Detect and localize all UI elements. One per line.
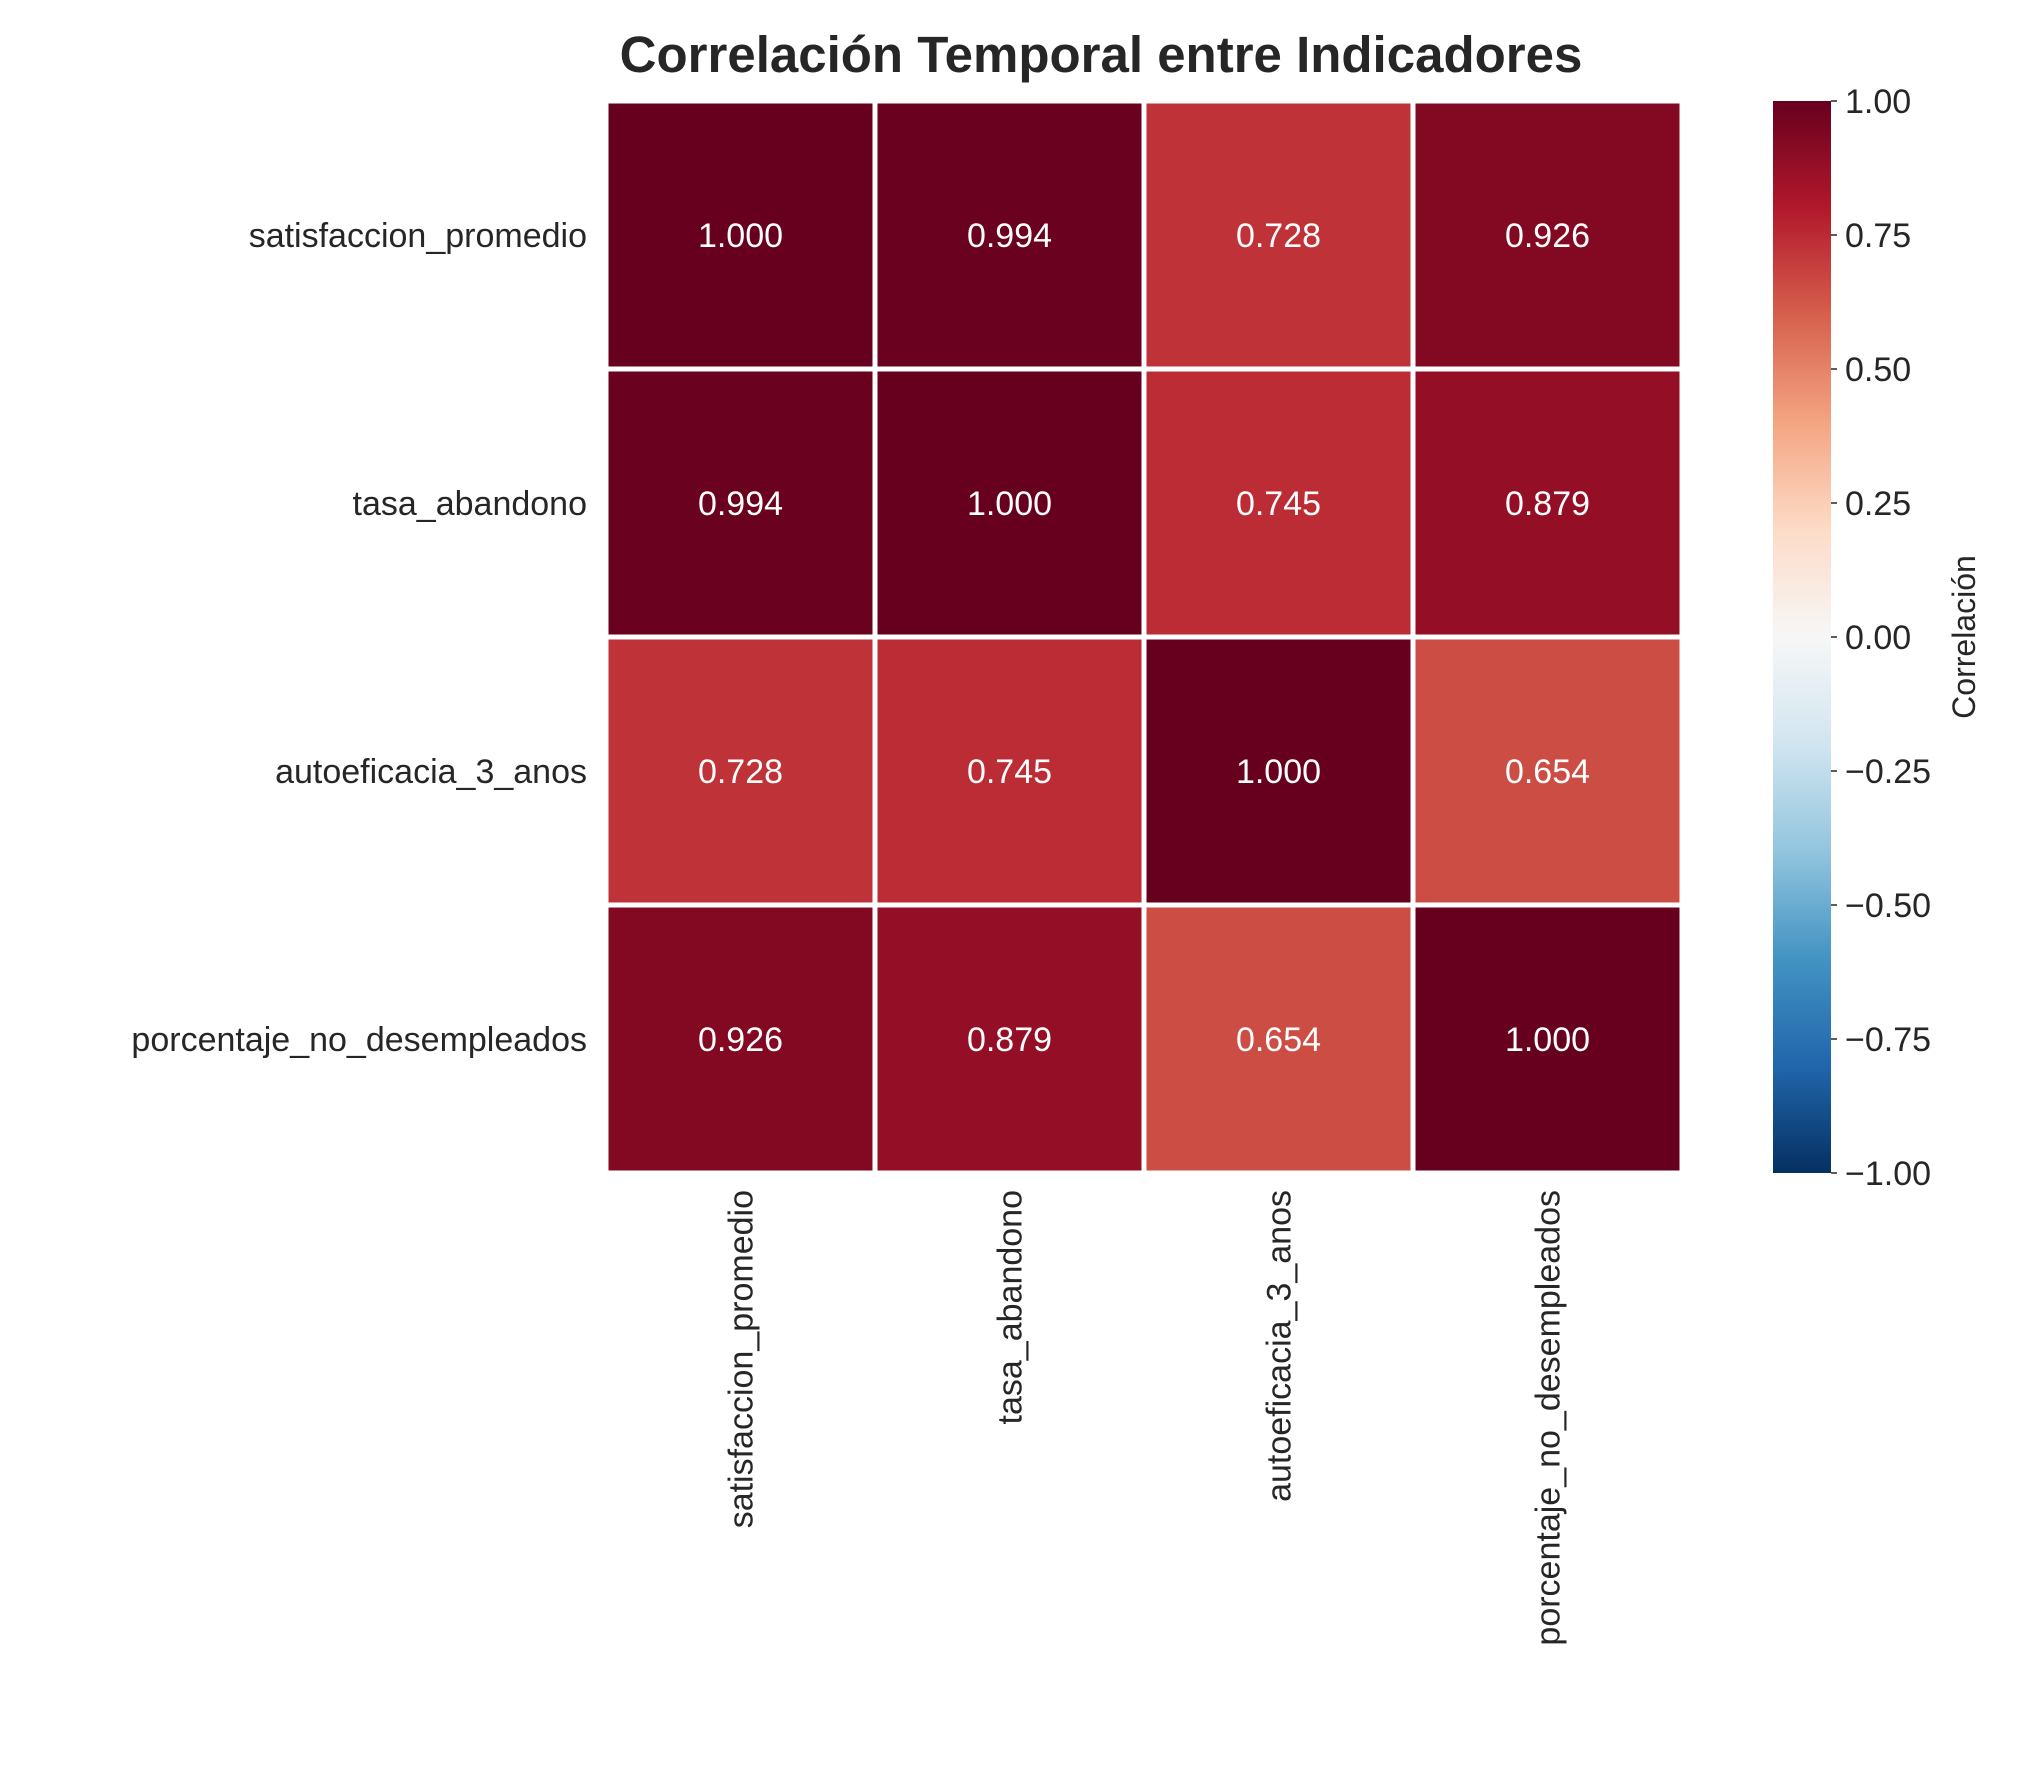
- column-label-3: porcentaje_no_desempleados: [1530, 1190, 1568, 1646]
- row-tick-labels: satisfaccion_promedio tasa_abandonoautoef…: [131, 217, 587, 1059]
- heatmap-cell-r2-c2: [1146, 639, 1411, 903]
- heatmap-cell-r0-c1: [877, 103, 1142, 367]
- heatmap-cell-r0-c3: [1415, 103, 1680, 367]
- cell-value-label-r0-c3: 0.926: [1505, 217, 1590, 255]
- colorbar-tick-label-8: −1.00: [1845, 1155, 1931, 1193]
- column-tick-labels: satisfaccion_promedio tasa_abandono autoef…: [723, 1190, 1568, 1646]
- cell-value-label-r2-c1: 0.745: [967, 753, 1052, 791]
- heatmap-cell-r2-c0: [608, 639, 873, 903]
- heatmap-cell-r1-c3: [1415, 371, 1680, 635]
- cell-value-label-r2-c3: 0.654: [1505, 753, 1590, 791]
- heatmap-cell-r0-c0: [608, 103, 873, 367]
- cell-value-label-r2-c0: 0.728: [698, 753, 783, 791]
- colorbar-tick-label-1: 0.75: [1845, 217, 1911, 255]
- cell-value-label-r3-c1: 0.879: [967, 1021, 1052, 1059]
- heatmap-cell-r2-c1: [877, 639, 1142, 903]
- colorbar-label: Correlación: [1946, 555, 1982, 719]
- column-label-0: satisfaccion_promedio: [723, 1190, 761, 1528]
- colorbar-tick-label-0: 1.00: [1845, 83, 1911, 121]
- chart-title: Correlación Temporal entre Indicadores: [620, 26, 1583, 83]
- cell-value-label-r0-c2: 0.728: [1236, 217, 1321, 255]
- cell-value-label-r3-c2: 0.654: [1236, 1021, 1321, 1059]
- cell-value-label-r1-c2: 0.745: [1236, 485, 1321, 523]
- heatmap-cell-r1-c2: [1146, 371, 1411, 635]
- colorbar-tick-label-7: −0.75: [1845, 1021, 1931, 1059]
- heatmap-cell-r3-c3: [1415, 907, 1680, 1171]
- heatmap-cell-r1-c1: [877, 371, 1142, 635]
- cell-value-label-r1-c1: 1.000: [967, 485, 1052, 523]
- heatmap-cell-r3-c1: [877, 907, 1142, 1171]
- cell-value-label-r1-c0: 0.994: [698, 485, 783, 523]
- colorbar-tick-label-4: 0.00: [1845, 619, 1911, 657]
- heatmap-cell-r0-c2: [1146, 103, 1411, 367]
- cell-value-label-r0-c1: 0.994: [967, 217, 1052, 255]
- heatmap-cell-r3-c0: [608, 907, 873, 1171]
- colorbar-tick-label-3: 0.25: [1845, 485, 1911, 523]
- row-label-3: porcentaje_no_desempleados: [131, 1021, 587, 1059]
- colorbar-ticks: 1.00 0.75 0.50 0.25 0.00 −0.25 −0.50 −0.75 −1.00: [1831, 83, 1931, 1193]
- heatmap-cell-r1-c0: [608, 371, 873, 635]
- cell-value-label-r0-c0: 1.000: [698, 217, 783, 255]
- cell-value-label-r2-c2: 1.000: [1236, 753, 1321, 791]
- heatmap-cells: 1.000 0.994 0.728 0.926 0.994 1.000 0.745 0.879…: [608, 103, 1680, 1171]
- heatmap-cell-r2-c3: [1415, 639, 1680, 903]
- colorbar-tick-label-2: 0.50: [1845, 351, 1911, 389]
- heatmap-cell-r3-c2: [1146, 907, 1411, 1171]
- cell-value-label-r1-c3: 0.879: [1505, 485, 1590, 523]
- row-label-0: satisfaccion_promedio: [249, 217, 587, 255]
- cell-value-label-r3-c0: 0.926: [698, 1021, 783, 1059]
- colorbar-tick-label-5: −0.25: [1845, 753, 1931, 791]
- column-label-1: tasa_abandono: [992, 1190, 1030, 1424]
- colorbar-tick-label-6: −0.50: [1845, 887, 1931, 925]
- colorbar: [1773, 101, 1831, 1173]
- column-label-2: autoeficacia_3_anos: [1261, 1190, 1299, 1502]
- cell-value-label-r3-c3: 1.000: [1505, 1021, 1590, 1059]
- row-label-1: tasa_abandono: [353, 485, 587, 523]
- row-label-2: autoeficacia_3_anos: [275, 753, 587, 791]
